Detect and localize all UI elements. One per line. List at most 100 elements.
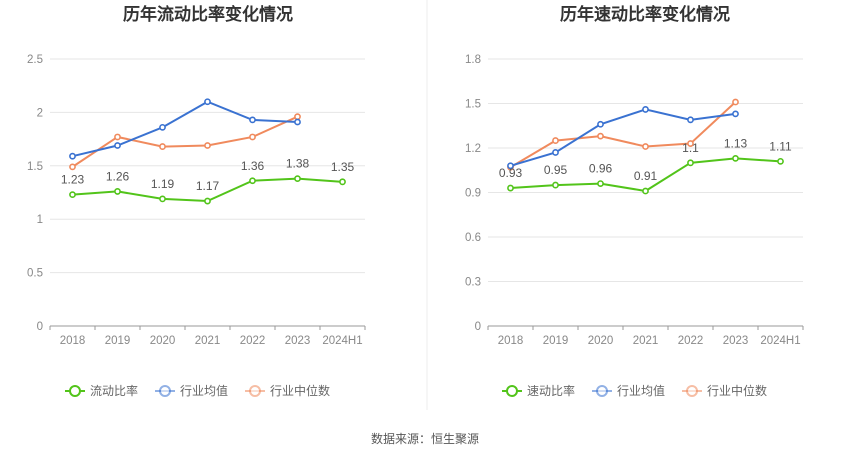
- legend-item-3[interactable]: 行业中位数: [245, 383, 330, 398]
- data-point: [204, 142, 211, 149]
- chart-title: 历年流动比率变化情况: [123, 4, 293, 24]
- x-tick-label: 2022: [240, 335, 266, 347]
- data-label: 1.19: [151, 177, 175, 191]
- data-label: 1.17: [196, 179, 220, 193]
- x-tick-label: 2020: [150, 335, 176, 347]
- data-point: [642, 187, 649, 195]
- data-point: [687, 140, 694, 147]
- y-tick-label: 1.5: [27, 161, 43, 173]
- legend-item-2[interactable]: 行业均值: [155, 383, 228, 398]
- x-tick-label: 2021: [633, 335, 659, 347]
- data-label: 1.11: [769, 139, 792, 153]
- data-point: [249, 133, 256, 141]
- data-label: 0.91: [634, 169, 658, 183]
- data-point: [69, 163, 76, 171]
- data-label: 1.35: [331, 160, 355, 174]
- legend-marker-icon: [249, 385, 261, 397]
- y-tick-label: 0.6: [465, 232, 481, 244]
- legend-item-3[interactable]: 行业中位数: [682, 383, 767, 398]
- data-point: [597, 120, 604, 128]
- data-point: [159, 195, 166, 203]
- x-tick-label: 2018: [60, 335, 86, 347]
- legend-label: 行业中位数: [270, 383, 330, 398]
- data-point: [552, 149, 559, 156]
- legend-marker-icon: [686, 385, 698, 397]
- y-tick-label: 0: [475, 321, 481, 333]
- data-label: 0.95: [544, 163, 568, 177]
- data-point: [507, 162, 514, 170]
- series-line-3: [71, 115, 298, 168]
- y-tick-label: 0.9: [465, 188, 481, 200]
- y-tick-label: 2.5: [27, 54, 43, 66]
- y-tick-label: 1.2: [465, 143, 481, 155]
- data-point: [552, 137, 559, 144]
- chart-1: 历年流动比率变化情况 0 0.5 1 1.5 2 2.5 2018 2019 2020 2021 20…: [27, 4, 366, 398]
- legend-item-1[interactable]: 流动比率: [65, 383, 138, 398]
- data-point: [294, 118, 301, 126]
- data-point: [597, 132, 604, 140]
- x-tick-label: 2023: [285, 335, 311, 347]
- data-point: [339, 178, 346, 186]
- x-tick-label: 2021: [195, 335, 221, 347]
- legend-marker-icon: [159, 385, 171, 397]
- x-tick-label: 2019: [543, 335, 569, 347]
- data-point: [294, 113, 301, 121]
- series-line-3: [509, 101, 737, 169]
- data-point: [204, 98, 211, 106]
- legend-item-1[interactable]: 速动比率: [502, 383, 575, 398]
- data-point: [249, 177, 256, 185]
- y-tick-label: 2: [37, 107, 43, 119]
- legend-marker-icon: [506, 385, 518, 397]
- data-point: [114, 142, 121, 149]
- data-point: [69, 152, 76, 160]
- legend-label: 行业均值: [180, 383, 228, 398]
- data-label: 1.38: [286, 157, 310, 171]
- y-tick-label: 0.3: [465, 277, 481, 289]
- data-label: 0.96: [589, 162, 613, 176]
- legend-label: 行业中位数: [707, 383, 767, 398]
- data-point: [204, 197, 211, 205]
- data-point: [732, 110, 739, 118]
- y-tick-label: 1: [37, 214, 43, 226]
- x-tick-label: 2022: [678, 335, 704, 347]
- y-tick-label: 1.5: [465, 99, 481, 111]
- y-tick-label: 0: [37, 321, 43, 333]
- data-point: [69, 191, 76, 199]
- data-point: [552, 181, 559, 189]
- legend-label: 速动比率: [527, 383, 575, 398]
- data-point: [687, 116, 694, 124]
- data-point: [777, 157, 784, 165]
- data-point: [732, 154, 739, 162]
- data-label: 0.93: [499, 166, 523, 180]
- source-text: 数据来源：恒生聚源: [371, 431, 479, 446]
- x-tick-label: 2019: [105, 335, 131, 347]
- data-point: [732, 98, 739, 106]
- data-point: [159, 123, 166, 131]
- legend-marker-icon: [596, 385, 608, 397]
- x-tick-label: 2020: [588, 335, 614, 347]
- data-point: [159, 143, 166, 150]
- data-point: [507, 184, 514, 192]
- data-label: 1.36: [241, 159, 265, 173]
- series-line-2: [72, 100, 298, 158]
- series-line-2: [510, 108, 736, 167]
- data-label: 1.23: [61, 173, 85, 187]
- x-tick-label: 2024H1: [760, 335, 800, 347]
- legend-item-2[interactable]: 行业均值: [592, 383, 665, 398]
- data-label: 1.13: [724, 136, 748, 150]
- legend-marker-icon: [69, 385, 81, 397]
- data-label: 1.26: [106, 169, 130, 183]
- data-point: [642, 143, 649, 150]
- chart-2: 历年速动比率变化情况 0 0.3 0.6 0.9 1.2 1.5 1.8 2018 2019 202…: [465, 4, 804, 398]
- x-tick-label: 2024H1: [322, 335, 362, 347]
- data-point: [687, 159, 694, 167]
- y-tick-label: 1.8: [465, 54, 481, 66]
- chart-title: 历年速动比率变化情况: [560, 4, 730, 24]
- data-label: 1.1: [682, 141, 699, 155]
- legend-label: 流动比率: [90, 383, 138, 398]
- data-point: [642, 106, 649, 113]
- data-point: [249, 116, 256, 124]
- legend-label: 行业均值: [617, 383, 665, 398]
